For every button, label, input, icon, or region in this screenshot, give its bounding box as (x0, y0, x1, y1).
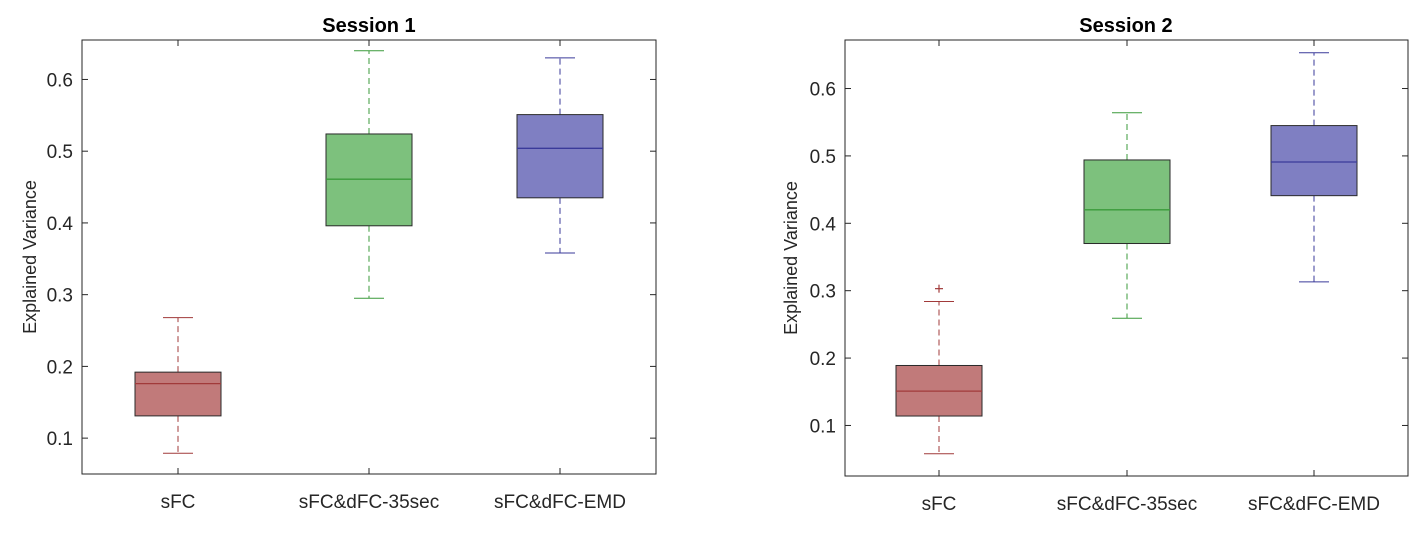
outlier-marker (935, 284, 943, 293)
y-tick-label: 0.5 (47, 142, 73, 163)
category-label: sFC&dFC-35sec (1057, 494, 1197, 515)
category-label: sFC&dFC-EMD (1248, 494, 1380, 515)
box (1083, 159, 1171, 245)
box (1270, 125, 1358, 197)
y-tick-label: 0.6 (47, 70, 73, 91)
category-label: sFC (922, 494, 957, 515)
y-tick-label: 0.2 (810, 349, 836, 370)
category-labels: sFC sFC&dFC-35sec sFC&dFC-EMD (922, 494, 1380, 515)
y-tick-label: 0.4 (810, 214, 837, 235)
y-axis-label: Explained Variance (20, 180, 40, 334)
y-axis-label: Explained Variance (781, 181, 801, 335)
boxes (134, 40, 604, 474)
y-tick-label: 0.1 (47, 429, 73, 450)
category-label: sFC&dFC-EMD (494, 492, 626, 513)
category-label: sFC (161, 492, 196, 513)
chart-title: Session 2 (1079, 15, 1172, 37)
y-tick-label: 0.3 (47, 286, 73, 307)
box (516, 114, 604, 199)
box (325, 133, 413, 227)
y-tick-label: 0.1 (810, 416, 836, 437)
y-tick-label: 0.4 (47, 214, 74, 235)
box (134, 371, 222, 417)
y-tick-label: 0.6 (810, 80, 836, 101)
chart-title: Session 1 (322, 15, 415, 37)
chart-session-2: Session 2 Explained Variance 0.10.20.30.… (781, 15, 1409, 515)
y-tick-label: 0.2 (47, 357, 73, 378)
y-ticks: 0.1 0.2 0.3 0.4 0.5 0.6 (47, 70, 656, 450)
y-ticks: 0.1 0.2 0.3 0.4 0.5 0.6 (810, 80, 1408, 437)
category-label: sFC&dFC-35sec (299, 492, 439, 513)
boxes (895, 40, 1358, 476)
y-tick-label: 0.3 (810, 282, 836, 303)
y-tick-label: 0.5 (810, 147, 836, 168)
chart-session-1: Session 1 Explained Variance 0.10.20.30.… (20, 15, 657, 513)
category-labels: sFC sFC&dFC-35sec sFC&dFC-EMD (161, 492, 626, 513)
